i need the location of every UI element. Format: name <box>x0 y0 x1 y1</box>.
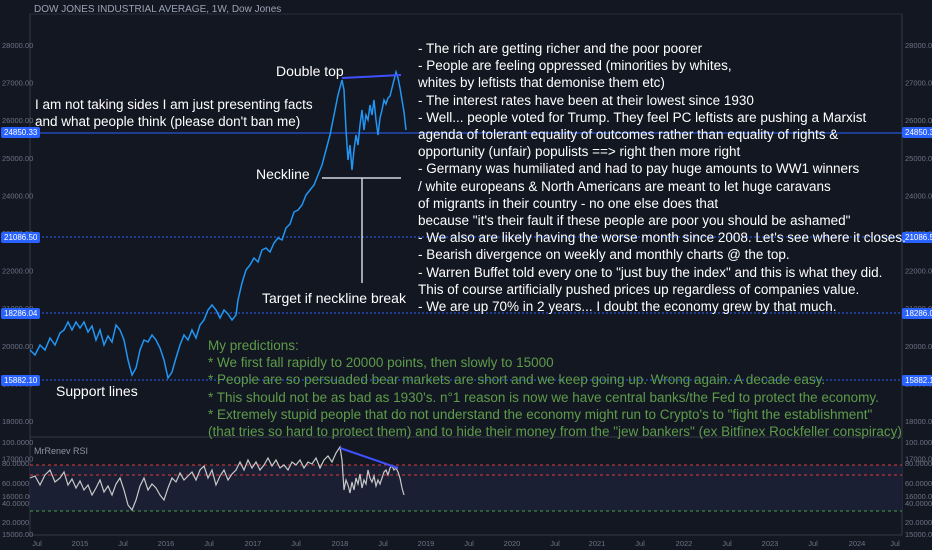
rsi-divergence-line <box>339 447 399 469</box>
rsi-tick-label-left: 40.0000 <box>2 499 29 508</box>
x-tick-label: Jul <box>808 539 818 548</box>
x-tick-label: 2020 <box>504 539 521 548</box>
y-tick-label-left: 20000.00 <box>2 342 33 351</box>
y-tick-label-left: 22000.00 <box>2 267 33 276</box>
x-tick-label: 2022 <box>676 539 693 548</box>
y-tick-label-left: 24000.00 <box>2 191 33 200</box>
x-tick-label: Jul <box>32 539 42 548</box>
y-tick-label-right: 15000.00 <box>905 530 932 539</box>
rsi-tick-label-left: 80.0000 <box>2 459 29 468</box>
x-tick-label: Jul <box>635 539 645 548</box>
neckline-label: Neckline <box>256 166 310 182</box>
x-tick-label: Jul <box>204 539 214 548</box>
x-tick-label: 2017 <box>245 539 262 548</box>
notes-annotation: - The rich are getting richer and the po… <box>418 41 906 315</box>
rsi-line <box>29 445 405 512</box>
y-tick-label-right: 24000.00 <box>905 191 932 200</box>
x-tick-label: 2024 <box>849 539 866 548</box>
x-tick-label: Jul <box>550 539 560 548</box>
price-tag-current: 24850.33 <box>1 127 41 138</box>
rsi-tick-label-left: 20.0000 <box>2 518 29 527</box>
x-tick-label: Jul <box>722 539 732 548</box>
price-line <box>29 69 407 380</box>
x-tick-label: 2019 <box>418 539 435 548</box>
x-tick-label: 2021 <box>589 539 606 548</box>
y-tick-label-left: 27000.00 <box>2 79 33 88</box>
y-tick-label-right: 27000.00 <box>905 79 932 88</box>
y-tick-label-right: 26000.00 <box>905 116 932 125</box>
rsi-band-fill <box>30 465 902 511</box>
y-tick-label-left: 25000.00 <box>2 154 33 163</box>
y-tick-label-right: 22000.00 <box>905 267 932 276</box>
disclaimer-text: I am not taking sides I am just presenti… <box>35 97 313 130</box>
chart-title: DOW JONES INDUSTRIAL AVERAGE, 1W, Dow Jo… <box>34 4 282 15</box>
axis-tag-15882: 15882.10 <box>902 375 932 386</box>
x-tick-label: 2015 <box>72 539 89 548</box>
double-top-divergence-line <box>341 74 402 79</box>
rsi-tick-label-left: 100.0000 <box>2 438 33 447</box>
double-top-label: Double top <box>276 63 344 79</box>
y-tick-label-right: 20000.00 <box>905 342 932 351</box>
rsi-tick-label-left: 60.0000 <box>2 479 29 488</box>
x-tick-label: Jul <box>118 539 128 548</box>
x-tick-label: 2018 <box>332 539 349 548</box>
y-tick-label-right: 25000.00 <box>905 154 932 163</box>
y-tick-label-left: 18000.00 <box>2 417 33 426</box>
price-tag-15882: 15882.10 <box>1 375 41 386</box>
x-tick-label: 2023 <box>762 539 779 548</box>
rsi-tick-label-right: 20.0000 <box>905 518 932 527</box>
rsi-tick-label-right: 80.0000 <box>905 459 932 468</box>
axis-tag-21086: 21086.50 <box>902 232 932 243</box>
y-tick-label-left: 26000.00 <box>2 116 33 125</box>
target-label: Target if neckline break <box>262 290 406 306</box>
rsi-tick-label-right: 40.0000 <box>905 499 932 508</box>
x-tick-label: 2016 <box>158 539 175 548</box>
x-tick-label: Jul <box>890 539 900 548</box>
predictions-annotation: My predictions: * We first fall rapidly … <box>208 338 902 440</box>
axis-tag-18286: 18286.04 <box>902 308 932 319</box>
x-tick-label: Jul <box>378 539 388 548</box>
x-tick-label: Jul <box>464 539 474 548</box>
y-tick-label-left: 15000.00 <box>2 530 33 539</box>
y-tick-label-right: 18000.00 <box>905 417 932 426</box>
price-tag-21086: 21086.50 <box>1 232 41 243</box>
x-tick-label: Jul <box>291 539 301 548</box>
rsi-tick-label-right: 60.0000 <box>905 479 932 488</box>
rsi-indicator-label[interactable]: MrRenev RSI <box>34 446 89 456</box>
y-tick-label-right: 28000.00 <box>905 41 932 50</box>
y-tick-label-left: 28000.00 <box>2 41 33 50</box>
y-tick-label-right: 17000.00 <box>905 455 932 464</box>
rsi-tick-label-right: 100.0000 <box>905 438 932 447</box>
y-tick-label-left: 17000.00 <box>2 455 33 464</box>
y-tick-label-left: 16000.00 <box>2 492 33 501</box>
y-tick-label-right: 16000.00 <box>905 492 932 501</box>
support-lines-label: Support lines <box>56 383 138 399</box>
price-tag-18286: 18286.04 <box>1 308 41 319</box>
axis-tag-current: 24850.33 <box>902 127 932 138</box>
